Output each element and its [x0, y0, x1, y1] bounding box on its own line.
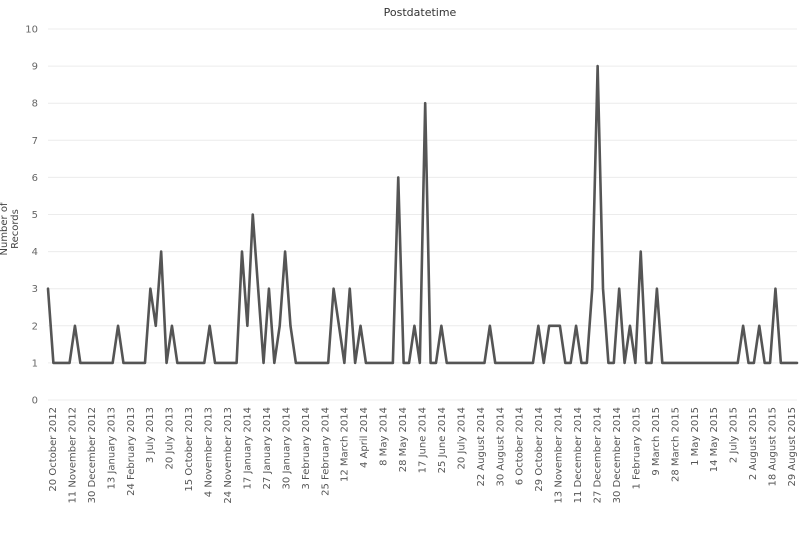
x-tick-label: 2 July 2015 [729, 407, 740, 463]
x-tick-label: 1 May 2015 [690, 407, 701, 466]
x-tick-label: 13 January 2013 [106, 407, 117, 489]
x-tick-label: 28 March 2015 [670, 407, 681, 482]
x-tick-label: 3 February 2014 [301, 407, 312, 489]
x-tick-label: 30 January 2014 [281, 407, 292, 489]
y-tick-label: 4 [32, 247, 38, 258]
x-tick-label: 24 November 2013 [223, 407, 234, 504]
y-tick-label: 5 [32, 210, 38, 221]
x-tick-label: 20 October 2012 [48, 407, 59, 492]
x-tick-label: 22 August 2014 [476, 407, 487, 487]
x-tick-label: 17 June 2014 [418, 407, 429, 473]
y-tick-label: 0 [32, 396, 38, 407]
x-tick-label: 3 July 2013 [145, 407, 156, 463]
x-tick-label: 20 July 2014 [456, 407, 467, 470]
y-tick-label: 9 [32, 62, 38, 73]
y-tick-label: 3 [32, 284, 38, 295]
y-tick-label: 10 [25, 25, 38, 36]
x-tick-label: 30 December 2012 [87, 407, 98, 503]
x-tick-label: 1 February 2015 [631, 407, 642, 489]
x-tick-label: 15 October 2013 [184, 407, 195, 492]
y-tick-label: 7 [32, 136, 38, 147]
x-tick-label: 6 October 2014 [515, 407, 526, 485]
x-tick-label: 30 August 2014 [495, 407, 506, 487]
series-line [46, 64, 799, 365]
x-tick-label: 11 November 2012 [67, 407, 78, 504]
x-tick-label: 29 August 2015 [787, 407, 798, 487]
y-tick-label: 2 [32, 321, 38, 332]
y-tick-label: 8 [32, 99, 38, 110]
x-tick-label: 2 August 2015 [748, 407, 759, 480]
x-tick-label: 11 December 2014 [573, 407, 584, 503]
x-tick-label: 12 March 2014 [340, 407, 351, 482]
x-tick-label: 4 April 2014 [359, 407, 370, 468]
x-tick-label: 20 July 2013 [165, 407, 176, 470]
y-tick-label: 1 [32, 358, 38, 369]
x-tick-label: 4 November 2013 [204, 407, 215, 497]
x-tick-label: 13 November 2014 [554, 407, 565, 504]
x-tick-label: 9 March 2015 [651, 407, 662, 476]
x-tick-label: 28 May 2014 [398, 407, 409, 472]
x-tick-label: 18 August 2015 [768, 407, 779, 487]
x-tick-label: 27 January 2014 [262, 407, 273, 489]
x-tick-label: 30 December 2014 [612, 407, 623, 503]
x-tick-label: 25 June 2014 [437, 407, 448, 473]
x-tick-label: 25 February 2014 [320, 407, 331, 496]
x-tick-label: 17 January 2014 [242, 407, 253, 489]
y-tick-label: 6 [32, 173, 38, 184]
chart-title: Postdatetime [383, 6, 457, 19]
x-tick-label: 27 December 2014 [593, 407, 604, 503]
x-tick-label: 8 May 2014 [379, 407, 390, 466]
x-tick-label: 29 October 2014 [534, 407, 545, 492]
x-tick-label: 14 May 2015 [709, 407, 720, 472]
x-tick-label: 24 February 2013 [126, 407, 137, 496]
